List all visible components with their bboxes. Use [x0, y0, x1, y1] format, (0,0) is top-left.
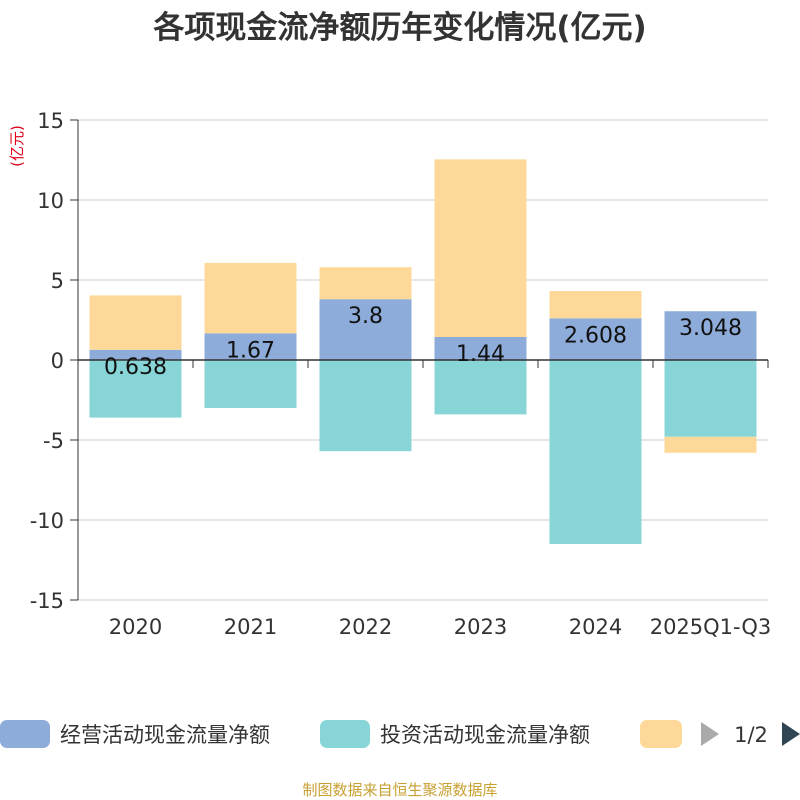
legend-label-investing: 投资活动现金流量净额 — [380, 723, 590, 747]
bar-series-1-2025Q1-Q3[interactable] — [664, 360, 757, 437]
bar-series-1-2022[interactable] — [319, 360, 412, 452]
y-tick-label: -15 — [30, 589, 64, 613]
y-tick-label: 10 — [37, 189, 64, 213]
bar-series-0-2022[interactable] — [319, 299, 412, 360]
y-axis-label: (亿元) — [8, 125, 26, 167]
grid — [78, 119, 768, 601]
data-label-2025Q1-Q3: 3.048 — [679, 316, 742, 341]
axes: 15 10 5 0 -5 -10 -15 2020 2021 2022 2023 2024 2025Q1… — [30, 109, 772, 639]
legend-item-financing[interactable] — [640, 720, 682, 748]
y-tick-label: 15 — [37, 109, 64, 133]
bar-series-2-2023[interactable] — [434, 159, 527, 337]
legend-swatch-investing — [320, 720, 370, 748]
bar-series-1-2023[interactable] — [434, 360, 527, 415]
x-tick-label: 2022 — [339, 615, 392, 639]
bar-series-2-2020[interactable] — [89, 295, 182, 350]
source-note: 制图数据来自恒生聚源数据库 — [302, 781, 497, 799]
legend-next-page-icon[interactable] — [782, 722, 800, 746]
bar-series-1-2024[interactable] — [549, 360, 642, 544]
y-tick-label: 0 — [51, 349, 64, 373]
x-tick-label: 2023 — [454, 615, 507, 639]
bar-series-2-2025Q1-Q3[interactable] — [664, 436, 757, 453]
bar-series-0-2024[interactable] — [549, 318, 642, 360]
bar-series-0-2025Q1-Q3[interactable] — [664, 311, 757, 360]
bar-series-2-2021[interactable] — [204, 262, 297, 334]
data-label-2023: 1.44 — [456, 342, 505, 367]
data-labels: 0.638 1.67 3.8 1.44 2.608 3.048 — [104, 304, 742, 380]
bar-series-2-2022[interactable] — [319, 267, 412, 300]
legend-item-operating[interactable]: 经营活动现金流量净额 — [0, 720, 270, 748]
x-tick-label: 2024 — [569, 615, 622, 639]
legend-swatch-financing — [640, 720, 682, 748]
legend-prev-page-icon[interactable] — [701, 722, 719, 746]
data-label-2020: 0.638 — [104, 355, 167, 380]
data-label-2021: 1.67 — [226, 338, 275, 363]
data-label-2022: 3.8 — [348, 304, 383, 329]
legend-label-operating: 经营活动现金流量净额 — [60, 723, 270, 747]
bar-series-0-2020[interactable] — [89, 349, 182, 360]
y-tick-label: -10 — [30, 509, 64, 533]
legend-swatch-operating — [0, 720, 50, 748]
x-tick-label: 2021 — [224, 615, 277, 639]
bar-series-1-2020[interactable] — [89, 360, 182, 418]
x-tick-label: 2020 — [109, 615, 162, 639]
bar-series-0-2023[interactable] — [434, 336, 527, 360]
x-tick-label: 2025Q1-Q3 — [650, 615, 772, 639]
y-tick-label: -5 — [43, 429, 64, 453]
bar-series-0-2021[interactable] — [204, 333, 297, 360]
bar-series-1-2021[interactable] — [204, 360, 297, 408]
legend-page-indicator: 1/2 — [734, 723, 768, 747]
data-label-2024: 2.608 — [564, 323, 627, 348]
y-tick-label: 5 — [51, 269, 64, 293]
bar-series-2-2024[interactable] — [549, 291, 642, 319]
chart-title: 各项现金流净额历年变化情况(亿元) — [152, 10, 646, 46]
bars — [89, 159, 757, 544]
legend-item-investing[interactable]: 投资活动现金流量净额 — [320, 720, 590, 748]
legend: 经营活动现金流量净额 投资活动现金流量净额 1/2 — [0, 720, 800, 748]
